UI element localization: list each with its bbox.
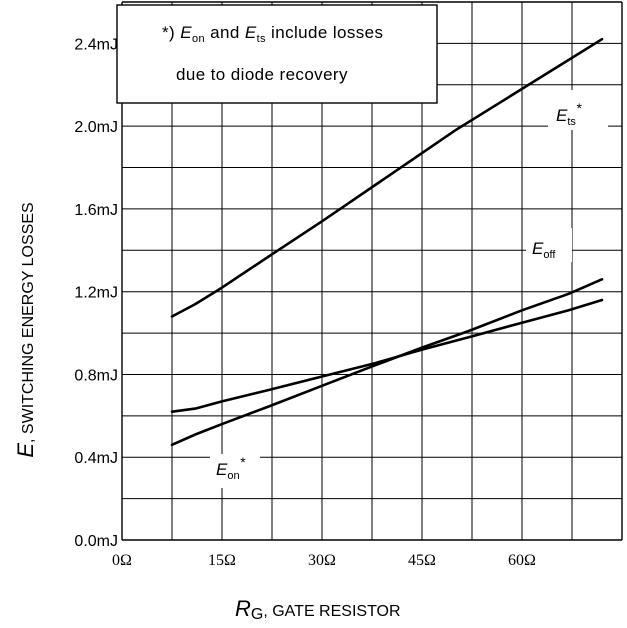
y-tick-label: 2.4mJ (74, 36, 118, 53)
y-tick-label: 0.0mJ (74, 533, 118, 550)
series-line-off (170, 298, 604, 414)
y-tick-label: 1.2mJ (74, 285, 118, 302)
y-tick-label: 1.6mJ (74, 202, 118, 219)
annotation-line-2: due to diode recovery (176, 65, 348, 84)
label-bg-ts (548, 90, 608, 130)
annotation-box: *) Eon and Ets include losses due to dio… (116, 4, 438, 104)
series-labels: Ets* Eoff Eon* (210, 90, 608, 488)
label-on: Eon* (216, 454, 246, 482)
x-axis-tick-labels: 0Ω 15Ω 30Ω 45Ω 60Ω (112, 552, 536, 569)
label-off: Eoff (532, 239, 556, 261)
y-axis-tick-labels: 0.0mJ 0.4mJ 0.8mJ 1.2mJ 1.6mJ 2.0mJ 2.4mJ (74, 36, 118, 550)
label-ts: Ets* (556, 100, 582, 128)
x-tick-label: 15Ω (208, 552, 236, 569)
label-bg-off (526, 228, 572, 262)
x-tick-label: 60Ω (508, 552, 536, 569)
x-tick-label: 45Ω (408, 552, 436, 569)
x-tick-label: 30Ω (308, 552, 336, 569)
series-lines (170, 37, 604, 447)
label-bg-on (210, 454, 260, 488)
x-axis-title: RG, GATE RESISTOR (235, 596, 401, 623)
y-tick-label: 2.0mJ (74, 119, 118, 136)
annotation-line-1: *) Eon and Ets include losses (162, 23, 383, 45)
x-tick-label: 0Ω (112, 552, 132, 569)
y-axis-title: E, SWITCHING ENERGY LOSSES (13, 202, 38, 457)
y-tick-label: 0.8mJ (74, 367, 118, 384)
series-line-on (170, 277, 604, 447)
series-line-ts (170, 37, 604, 318)
y-tick-label: 0.4mJ (74, 450, 118, 467)
